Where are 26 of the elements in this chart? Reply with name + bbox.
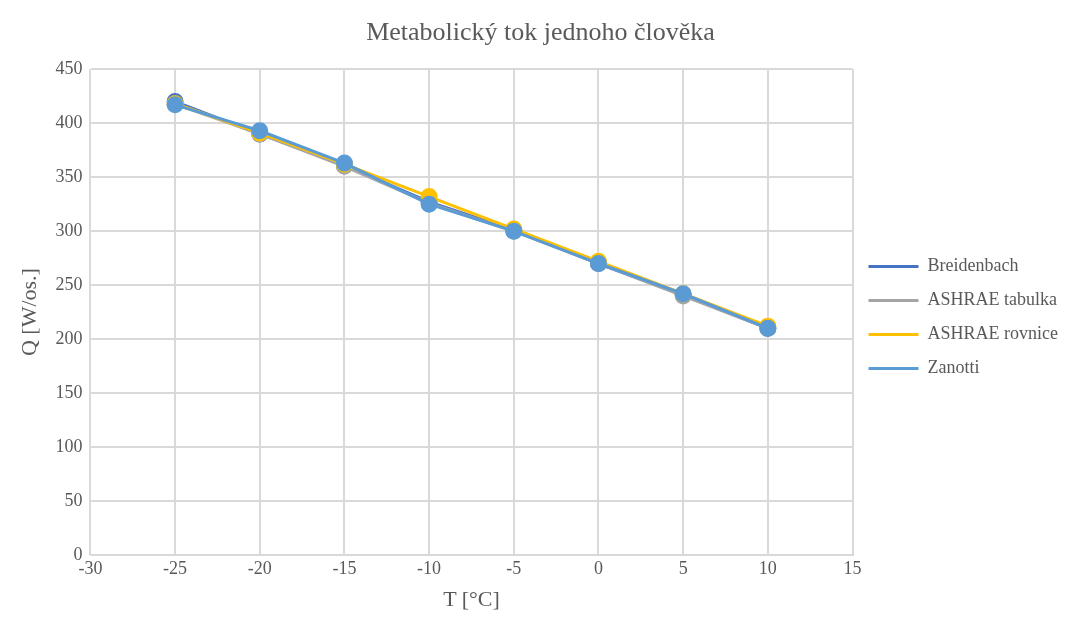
x-tick-label: 10	[758, 557, 777, 578]
y-tick-label: 200	[55, 327, 83, 348]
y-tick-label: 400	[55, 111, 83, 132]
legend-label: Zanotti	[927, 357, 980, 378]
x-tick-label: 5	[678, 557, 688, 578]
y-tick-label: 0	[73, 543, 83, 564]
chart-title: Metabolický tok jednoho člověka	[366, 17, 716, 47]
y-tick-label: 150	[55, 381, 83, 402]
x-tick-label: 0	[593, 557, 603, 578]
y-tick-label: 300	[55, 219, 83, 240]
y-tick-label: 100	[55, 435, 83, 456]
y-tick-label: 250	[55, 273, 83, 294]
x-tick-label: -5	[506, 557, 522, 578]
x-tick-label: -15	[332, 557, 357, 578]
y-tick-label: 350	[55, 165, 83, 186]
x-tick-label: -10	[417, 557, 442, 578]
legend-label: ASHRAE tabulka	[927, 289, 1058, 310]
y-tick-label: 450	[55, 57, 83, 78]
x-axis-title: T [°C]	[443, 585, 500, 611]
x-tick-label: -20	[247, 557, 272, 578]
legend-label: Breidenbach	[927, 255, 1019, 276]
y-tick-label: 50	[64, 489, 83, 510]
x-tick-label: -25	[163, 557, 188, 578]
x-tick-label: 15	[843, 557, 862, 578]
legend-label: ASHRAE rovnice	[927, 323, 1059, 344]
y-axis-title: Q [W/os.]	[15, 268, 41, 357]
